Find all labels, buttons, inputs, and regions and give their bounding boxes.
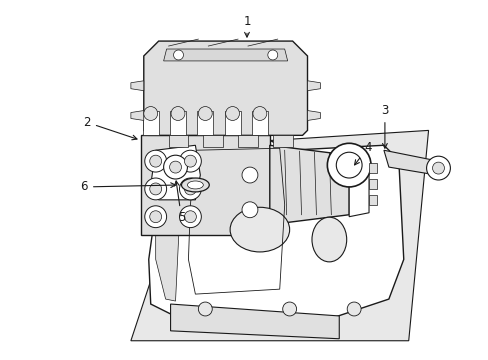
Polygon shape [203,135,223,147]
Polygon shape [272,135,292,147]
Ellipse shape [230,207,289,252]
Text: 2: 2 [83,116,137,140]
Circle shape [169,161,181,173]
Circle shape [144,178,166,200]
Bar [368,179,376,189]
Circle shape [432,162,444,174]
Polygon shape [168,135,188,147]
Circle shape [242,167,257,183]
Polygon shape [348,153,368,217]
Circle shape [143,107,157,121]
Text: 3: 3 [381,104,388,148]
Polygon shape [269,145,348,225]
Polygon shape [383,150,436,175]
Circle shape [149,155,162,167]
Bar [368,163,376,173]
Ellipse shape [187,181,203,189]
Circle shape [173,50,183,60]
Circle shape [184,211,196,223]
Polygon shape [131,130,427,341]
Circle shape [242,202,257,218]
Circle shape [225,107,239,121]
Polygon shape [170,304,339,339]
Circle shape [198,302,212,316]
Polygon shape [224,111,240,135]
Text: 5: 5 [174,181,185,224]
Circle shape [171,107,184,121]
Circle shape [179,206,201,228]
Polygon shape [163,49,287,61]
Polygon shape [143,41,307,135]
Circle shape [144,206,166,228]
Polygon shape [197,111,213,135]
Circle shape [179,178,201,200]
Circle shape [144,150,166,172]
Circle shape [184,155,196,167]
Polygon shape [251,111,267,135]
Circle shape [179,150,201,172]
Text: 4: 4 [354,141,371,165]
Ellipse shape [311,217,346,262]
Text: 1: 1 [243,15,250,37]
Text: 6: 6 [81,180,175,193]
Polygon shape [131,81,143,91]
Bar [368,195,376,205]
Circle shape [198,107,212,121]
Polygon shape [150,145,200,200]
Polygon shape [131,111,143,121]
Circle shape [149,211,162,223]
Circle shape [282,302,296,316]
Polygon shape [238,135,257,147]
Circle shape [163,155,187,179]
Circle shape [149,183,162,195]
Circle shape [252,107,266,121]
Circle shape [346,302,360,316]
Polygon shape [148,135,403,319]
Polygon shape [141,135,269,235]
Polygon shape [155,140,180,301]
Circle shape [336,152,361,178]
Circle shape [326,143,370,187]
Ellipse shape [181,178,209,192]
Circle shape [267,50,277,60]
Polygon shape [170,111,185,135]
Polygon shape [307,81,320,91]
Polygon shape [307,111,320,121]
Circle shape [184,183,196,195]
Polygon shape [142,111,158,135]
Circle shape [426,156,449,180]
